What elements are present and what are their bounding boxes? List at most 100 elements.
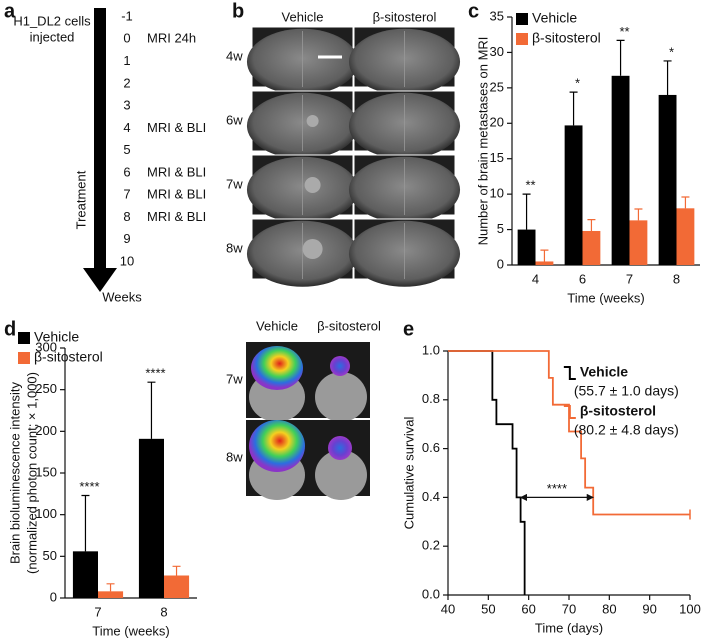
y-tick-label: 150: [35, 464, 57, 479]
significance-label: **: [620, 24, 630, 39]
week-label: 7: [123, 187, 130, 202]
y-tick-label: 0.8: [422, 391, 440, 406]
bar: [535, 261, 554, 265]
error-bar: [681, 196, 690, 209]
y-axis-label: (normalized photon count; × 1,000): [24, 372, 39, 574]
bar: [517, 229, 536, 265]
error-bar: [522, 193, 531, 230]
y-tick-label: 10: [490, 186, 504, 201]
y-tick-label: 1.0: [422, 342, 440, 357]
y-axis-label: Brain bioluminescence intensity: [7, 381, 22, 564]
panel-label: a: [4, 0, 16, 22]
row-label: 7w: [226, 371, 243, 386]
week-label: 8: [123, 209, 130, 224]
y-tick-label: 100: [35, 506, 57, 521]
timeline-header: H1_DL2 cells: [13, 13, 91, 28]
error-bar: [147, 381, 156, 439]
y-tick-label: 200: [35, 423, 57, 438]
x-tick-label: 7: [94, 604, 101, 619]
metastasis: [302, 239, 323, 259]
week-label: 0: [123, 31, 130, 46]
significance-label: *: [575, 76, 580, 91]
y-tick-label: 300: [35, 339, 57, 354]
x-tick-label: 100: [679, 601, 701, 616]
event-label: MRI 24h: [147, 31, 196, 46]
bar: [658, 94, 677, 265]
error-bar: [634, 208, 643, 221]
legend-label: β-sitosterol: [34, 349, 103, 365]
timeline-axis-label: Treatment: [73, 170, 88, 229]
timeline-footer: Weeks: [102, 289, 142, 304]
y-tick-label: 0.0: [422, 586, 440, 601]
survival-line: [448, 350, 690, 516]
bli-signal: [330, 356, 350, 376]
week-label: -1: [121, 8, 133, 23]
panel-label: b: [232, 0, 244, 22]
row-label: 8w: [226, 240, 243, 255]
mouse-body: [315, 372, 367, 422]
significance-label: ****: [79, 479, 99, 494]
y-tick-label: 0.2: [422, 538, 440, 553]
y-tick-label: 35: [490, 8, 504, 23]
x-tick-label: 90: [642, 601, 656, 616]
column-header: Vehicle: [282, 9, 324, 24]
x-tick-label: 50: [481, 601, 495, 616]
survival-line: [448, 350, 526, 595]
bli-signal: [328, 436, 352, 460]
y-tick-label: 250: [35, 381, 57, 396]
timeline-bar: [94, 8, 106, 270]
legend-symbol: [563, 366, 576, 380]
week-label: 2: [123, 75, 130, 90]
week-label: 10: [120, 253, 134, 268]
legend-label: Vehicle: [34, 329, 79, 345]
bar: [164, 575, 190, 598]
x-tick-label: 6: [579, 271, 586, 286]
y-tick-label: 20: [490, 115, 504, 130]
bar: [564, 125, 583, 265]
error-bar: [172, 565, 181, 576]
column-header: β-sitosterol: [373, 9, 437, 24]
y-tick-label: 0: [50, 589, 57, 604]
timeline-header: injected: [30, 29, 75, 44]
panel-label: e: [403, 318, 414, 340]
y-tick-label: 15: [490, 150, 504, 165]
y-tick-label: 5: [497, 221, 504, 236]
error-bar: [540, 249, 549, 262]
legend-swatch: [18, 352, 30, 364]
y-axis-label: Number of brain metastases on MRI: [475, 37, 490, 246]
column-header: β-sitosterol: [317, 318, 381, 333]
x-tick-label: 60: [521, 601, 535, 616]
legend-symbol: [563, 405, 576, 419]
panel-label: d: [4, 318, 16, 340]
x-tick-label: 80: [602, 601, 616, 616]
x-axis-label: Time (days): [535, 620, 603, 635]
bar: [629, 220, 648, 265]
legend-note: (80.2 ± 4.8 days): [574, 422, 679, 438]
x-tick-label: 40: [441, 601, 455, 616]
legend-swatch: [516, 13, 528, 25]
week-label: 1: [123, 53, 130, 68]
event-label: MRI & BLI: [147, 209, 206, 224]
event-label: MRI & BLI: [147, 120, 206, 135]
bar: [138, 438, 164, 598]
significance-label: *: [669, 44, 674, 59]
y-axis-label: Cumulative survival: [401, 417, 416, 530]
error-bar: [663, 60, 672, 95]
error-bar: [616, 39, 625, 76]
significance-label: ****: [145, 366, 165, 381]
panel-label: c: [468, 0, 479, 22]
y-tick-label: 30: [490, 44, 504, 59]
bli-signal: [251, 346, 303, 390]
week-label: 3: [123, 98, 130, 113]
timeline-arrow: [83, 268, 117, 292]
x-tick-label: 8: [160, 604, 167, 619]
y-tick-label: 50: [43, 548, 57, 563]
legend-swatch: [516, 33, 528, 45]
column-header: Vehicle: [256, 318, 298, 333]
legend-label: Vehicle: [532, 10, 577, 26]
x-tick-label: 7: [626, 271, 633, 286]
metastasis: [304, 177, 321, 193]
legend-label: β-sitosterol: [580, 403, 656, 419]
mouse-body: [315, 450, 367, 500]
